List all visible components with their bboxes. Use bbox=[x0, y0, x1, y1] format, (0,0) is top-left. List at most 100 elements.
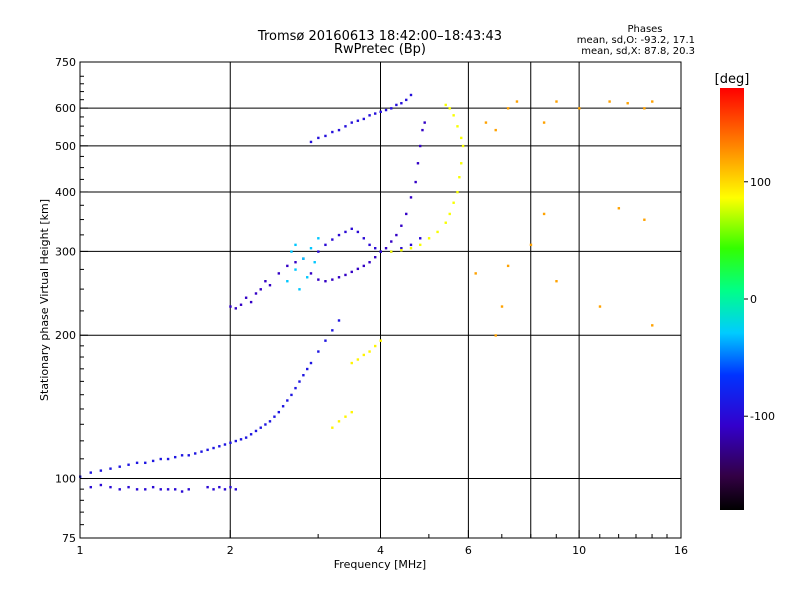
echo-point bbox=[414, 180, 417, 184]
echo-point bbox=[244, 296, 248, 299]
echo-point bbox=[362, 353, 366, 357]
echo-point bbox=[400, 247, 403, 250]
x-tick-label: 6 bbox=[465, 544, 472, 557]
echo-point bbox=[379, 110, 382, 114]
echo-point bbox=[400, 102, 403, 105]
echo-point bbox=[555, 280, 558, 283]
echo-point bbox=[448, 107, 451, 110]
echo-point bbox=[317, 278, 320, 281]
echo-point bbox=[456, 190, 459, 194]
echo-point bbox=[268, 420, 272, 423]
echo-point bbox=[374, 247, 377, 250]
echo-point bbox=[651, 100, 654, 103]
echo-point bbox=[324, 339, 327, 342]
colorbar-ticks: 100 0 -100 bbox=[744, 176, 775, 423]
echo-point bbox=[99, 469, 103, 472]
echo-point bbox=[212, 446, 215, 450]
echo-point bbox=[400, 249, 403, 252]
colorbar-label: [deg] bbox=[715, 72, 750, 87]
echo-point bbox=[173, 455, 177, 459]
echo-point bbox=[337, 276, 341, 279]
axis-ticks: 1 2 4 6 10 16 75 100 200 300 400 500 600 750 bbox=[55, 56, 688, 557]
echo-point bbox=[194, 452, 197, 455]
echo-point bbox=[173, 488, 177, 491]
echo-point bbox=[506, 107, 510, 110]
echo-point bbox=[294, 386, 297, 390]
echo-point bbox=[277, 272, 281, 275]
echo-point bbox=[444, 103, 447, 107]
echo-point bbox=[223, 443, 227, 446]
echo-point bbox=[350, 270, 353, 274]
echo-point bbox=[444, 221, 447, 224]
echo-point bbox=[331, 426, 334, 429]
echo-point bbox=[461, 144, 465, 148]
echo-point bbox=[542, 121, 546, 124]
echo-point bbox=[506, 264, 510, 268]
echo-point bbox=[362, 117, 366, 121]
echo-point bbox=[254, 292, 258, 295]
y-tick-label: 750 bbox=[55, 56, 76, 69]
echo-point bbox=[379, 250, 382, 253]
echo-point bbox=[218, 445, 221, 448]
echo-point bbox=[452, 114, 455, 117]
echo-point bbox=[286, 399, 289, 402]
echo-point bbox=[337, 319, 341, 322]
echo-point bbox=[229, 305, 232, 308]
x-tick-label: 2 bbox=[227, 544, 234, 557]
echo-point bbox=[395, 103, 398, 107]
echo-point bbox=[306, 276, 309, 279]
echo-point bbox=[456, 125, 459, 128]
phase-legend-o: mean, sd,O: -93.2, 17.1 bbox=[577, 35, 695, 46]
echo-point bbox=[494, 334, 497, 337]
echo-point bbox=[356, 358, 360, 361]
echo-point bbox=[239, 303, 243, 306]
echo-point bbox=[362, 264, 366, 268]
echo-point bbox=[390, 240, 393, 243]
echo-point bbox=[350, 227, 353, 231]
echo-point bbox=[127, 463, 130, 466]
echo-point bbox=[239, 438, 243, 441]
echo-point bbox=[395, 233, 398, 237]
echo-point bbox=[356, 119, 360, 122]
echo-point bbox=[281, 405, 285, 408]
colorbar-tick-label: 0 bbox=[750, 293, 757, 306]
echo-point bbox=[180, 490, 184, 493]
echo-point bbox=[118, 488, 121, 491]
echo-point bbox=[89, 471, 92, 474]
x-axis-label: Frequency [MHz] bbox=[334, 558, 426, 571]
echo-point bbox=[368, 243, 371, 247]
echo-point bbox=[298, 380, 301, 383]
echo-point bbox=[384, 108, 388, 112]
echo-point bbox=[294, 268, 297, 271]
echo-point bbox=[317, 136, 320, 140]
echo-point bbox=[277, 410, 281, 414]
echo-point bbox=[337, 128, 341, 132]
echo-point bbox=[400, 224, 403, 227]
echo-point bbox=[317, 237, 320, 240]
y-tick-label: 100 bbox=[55, 473, 76, 486]
echo-point bbox=[423, 121, 426, 124]
echo-point bbox=[187, 454, 190, 457]
echo-point bbox=[309, 361, 313, 365]
echo-point bbox=[384, 247, 388, 250]
echo-point bbox=[344, 273, 347, 277]
echo-point bbox=[294, 261, 297, 264]
echo-point bbox=[350, 410, 353, 414]
echo-point bbox=[409, 243, 413, 247]
echo-point bbox=[529, 243, 533, 247]
echo-point bbox=[331, 278, 334, 281]
y-tick-label: 300 bbox=[55, 245, 76, 258]
echo-point bbox=[598, 305, 602, 308]
echo-point bbox=[234, 307, 238, 310]
echo-point bbox=[313, 261, 316, 264]
echo-point bbox=[244, 436, 248, 439]
echo-point bbox=[259, 426, 262, 429]
echo-point bbox=[331, 130, 334, 134]
echo-point bbox=[206, 485, 209, 489]
echo-point bbox=[229, 485, 232, 489]
echo-point bbox=[264, 280, 267, 283]
echo-point bbox=[109, 467, 112, 470]
echo-point bbox=[109, 485, 112, 489]
echo-point bbox=[608, 100, 611, 103]
